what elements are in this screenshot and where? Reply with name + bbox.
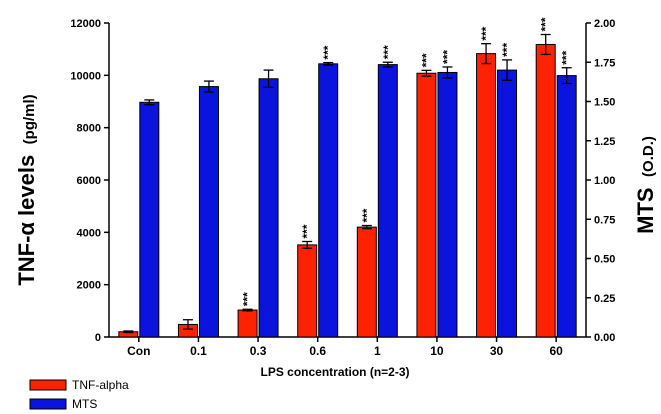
y-right-tick-label: 0.75: [594, 214, 615, 226]
y-axis-right-label: MTS (O.D.): [633, 136, 658, 234]
significance-tnf-alpha: ***: [300, 224, 314, 238]
significance-mts: ***: [321, 45, 335, 59]
bar-mts: [377, 64, 398, 338]
y-right-tick-label: 1.25: [594, 136, 615, 148]
significance-tnf-alpha: ***: [360, 208, 374, 222]
x-tick-label: 60: [550, 344, 564, 358]
significance-tnf-alpha: ***: [419, 53, 433, 67]
x-axis-label: LPS concentration (n=2-3): [260, 365, 409, 379]
bar-mts: [318, 63, 339, 338]
legend-swatch-mts: [29, 398, 67, 410]
y-axis-left-label: TNF-α levels (pg/ml): [14, 94, 39, 285]
legend: TNF-alpha MTS: [29, 378, 129, 411]
chart-axes: 0 2000 4000 6000 8000 10000 12000 0.00 0.25 0.50 0…: [70, 18, 615, 358]
significance-mts: ***: [440, 50, 454, 64]
bar-tnf-alpha: [356, 226, 377, 338]
y-left-tick-label: 10000: [70, 70, 101, 82]
y-right-tick-label: 0.25: [594, 293, 615, 305]
x-tick-label: 0.1: [190, 344, 207, 358]
x-tick-label: 0.6: [309, 344, 326, 358]
y-left-tick-label: 12000: [70, 18, 101, 30]
significance-mts: ***: [500, 43, 514, 57]
bar-tnf-alpha: [237, 309, 258, 338]
y-axis-right-label-unit: (O.D.): [640, 136, 657, 177]
y-left-tick-label: 2000: [77, 280, 101, 292]
y-right-tick-label: 1.75: [594, 57, 615, 69]
x-tick-label: 1: [374, 344, 381, 358]
y-left-tick-label: 8000: [77, 123, 101, 135]
bar-tnf-alpha: [476, 53, 497, 338]
legend-label-tnf-alpha: TNF-alpha: [72, 378, 129, 392]
significance-tnf-alpha: ***: [539, 17, 553, 31]
bar-tnf-alpha: [416, 72, 437, 338]
y-axis-right-label-main: MTS: [633, 187, 658, 233]
y-axis-left-label-main: TNF-α levels: [14, 155, 39, 286]
significance-mts: ***: [560, 50, 574, 64]
svg-text:MTS (O.D.): MTS (O.D.): [633, 136, 658, 234]
legend-label-mts: MTS: [72, 397, 97, 411]
significance-tnf-alpha: ***: [479, 26, 493, 40]
bar-mts: [198, 86, 219, 338]
bar-mts: [437, 71, 458, 338]
y-right-tick-label: 1.00: [594, 175, 615, 187]
y-right-tick-label: 2.00: [594, 18, 615, 30]
x-tick-label: Con: [127, 344, 150, 358]
bar-tnf-alpha: [297, 244, 318, 338]
bar-mts: [258, 78, 279, 338]
y-left-tick-label: 6000: [77, 175, 101, 187]
y-right-tick-label: 0.00: [594, 332, 615, 344]
y-left-tick-label: 0: [95, 332, 101, 344]
y-left-tick-label: 4000: [77, 227, 101, 239]
y-right-tick-label: 1.50: [594, 97, 615, 109]
x-tick-label: 30: [490, 344, 504, 358]
x-tick-label: 0.3: [250, 344, 267, 358]
x-tick-label: 10: [430, 344, 444, 358]
svg-text:TNF-α levels (pg/ml): TNF-α levels (pg/ml): [14, 94, 39, 285]
bar-mts: [139, 101, 160, 338]
bar-mts: [497, 69, 518, 338]
chart-annotations: *** *** *** *** *** *** *** *** *** *** ***: [241, 17, 574, 306]
legend-swatch-tnf-alpha: [29, 379, 67, 391]
significance-tnf-alpha: ***: [241, 292, 255, 306]
bar-mts: [556, 75, 577, 338]
bar-tnf-alpha: [535, 43, 556, 338]
y-right-tick-label: 0.50: [594, 254, 615, 266]
significance-mts: ***: [381, 45, 395, 59]
y-axis-left-label-unit: (pg/ml): [21, 94, 38, 144]
chart-bars: [118, 33, 577, 338]
